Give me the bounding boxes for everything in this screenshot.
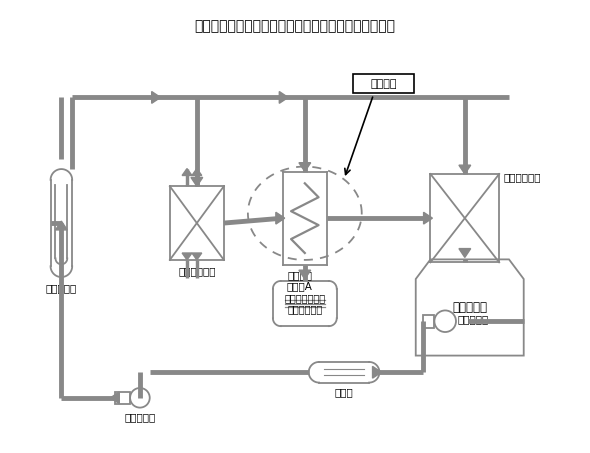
Polygon shape bbox=[279, 92, 288, 103]
Polygon shape bbox=[55, 221, 67, 230]
Polygon shape bbox=[299, 270, 311, 279]
Text: 湿分分離加熱器
ドレンタンク: 湿分分離加熱器 ドレンタンク bbox=[284, 293, 325, 314]
Text: 低圧タービン: 低圧タービン bbox=[503, 172, 540, 182]
Polygon shape bbox=[276, 212, 285, 224]
Text: 復水ポンプ: 復水ポンプ bbox=[458, 314, 489, 324]
Text: 伊方発電所１号機　湿分分離加熱器まわり系統概略図: 伊方発電所１号機 湿分分離加熱器まわり系統概略図 bbox=[195, 19, 395, 33]
Polygon shape bbox=[424, 212, 432, 224]
Polygon shape bbox=[110, 392, 119, 404]
Polygon shape bbox=[459, 165, 471, 174]
Polygon shape bbox=[152, 92, 160, 103]
Bar bbox=[353, 74, 414, 93]
Polygon shape bbox=[372, 366, 381, 378]
Polygon shape bbox=[459, 249, 471, 257]
Text: 湿分分離
加熱器A: 湿分分離 加熱器A bbox=[287, 270, 313, 291]
Text: 脱気器: 脱気器 bbox=[335, 387, 353, 397]
Polygon shape bbox=[299, 163, 311, 172]
Polygon shape bbox=[182, 169, 192, 175]
Text: 給水ポンプ: 給水ポンプ bbox=[124, 413, 156, 423]
Bar bbox=[422, 315, 434, 328]
Text: 蒸気発生器: 蒸気発生器 bbox=[46, 283, 77, 293]
Text: 復　水　器: 復 水 器 bbox=[452, 301, 487, 314]
Text: 高圧タービン: 高圧タービン bbox=[178, 266, 215, 276]
Polygon shape bbox=[192, 169, 202, 175]
Polygon shape bbox=[191, 178, 203, 186]
Text: 当該箇所: 当該箇所 bbox=[370, 79, 396, 89]
Polygon shape bbox=[182, 253, 192, 260]
Bar bbox=[116, 392, 130, 404]
Polygon shape bbox=[192, 253, 202, 260]
